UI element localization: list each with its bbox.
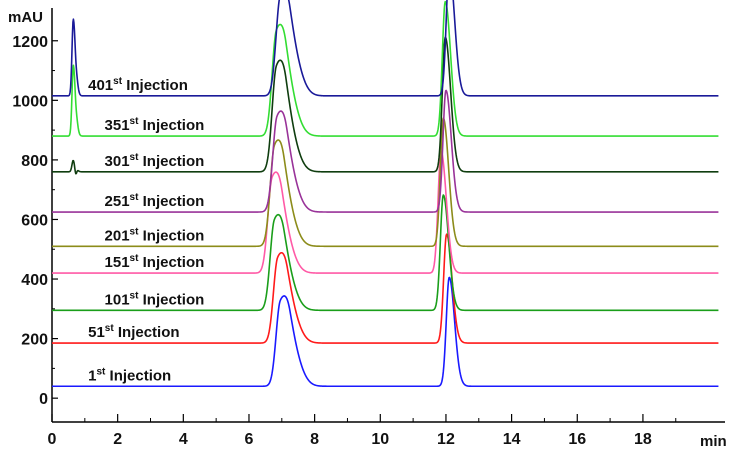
y-tick-label: 1000 (12, 93, 48, 110)
y-tick-label: 800 (21, 153, 48, 170)
series-label-251: 251st Injection (105, 192, 205, 210)
y-tick-label: 400 (21, 272, 48, 289)
series-label-151: 151st Injection (105, 253, 205, 271)
series-label-51: 51st Injection (88, 323, 179, 341)
series-label-401: 401st Injection (88, 76, 188, 94)
series-label-101: 101st Injection (105, 290, 205, 308)
y-axis-title: mAU (8, 9, 43, 26)
series-trace-401 (51, 0, 719, 97)
series-trace-201 (51, 117, 719, 248)
traces-group (51, 0, 719, 388)
x-tick-label: 0 (48, 431, 57, 448)
x-tick-label: 6 (245, 431, 254, 448)
series-label-201: 201st Injection (105, 226, 205, 244)
series-label-1: 1st Injection (88, 366, 171, 384)
y-tick-label: 600 (21, 212, 48, 229)
series-trace-351 (51, 0, 719, 137)
x-tick-label: 12 (437, 431, 455, 448)
x-tick-label: 2 (113, 431, 122, 448)
series-label-351: 351st Injection (105, 116, 205, 134)
x-axis-title: min (700, 433, 727, 449)
series-trace-301 (51, 36, 719, 175)
series-trace-1 (51, 276, 719, 388)
y-tick-label: 200 (21, 332, 48, 349)
series-trace-51 (51, 233, 719, 344)
x-tick-label: 14 (503, 431, 521, 448)
series-label-301: 301st Injection (105, 152, 205, 170)
series-trace-151 (51, 150, 719, 274)
series-trace-251 (51, 89, 719, 213)
axes-group: 0 2 4 6 8 10 12 14 16 18 0 200 400 600 800 1000 1200 (12, 8, 725, 448)
x-tick-label: 4 (179, 431, 188, 448)
x-tick-label: 10 (371, 431, 389, 448)
y-tick-label: 0 (39, 391, 48, 408)
x-tick-label: 18 (634, 431, 652, 448)
x-tick-label: 8 (310, 431, 319, 448)
x-tick-label: 16 (568, 431, 586, 448)
trace-labels-group: 1st Injection 51st Injection 101st Injecti… (88, 76, 204, 384)
y-tick-label: 1200 (12, 34, 48, 51)
series-trace-101 (51, 194, 719, 312)
